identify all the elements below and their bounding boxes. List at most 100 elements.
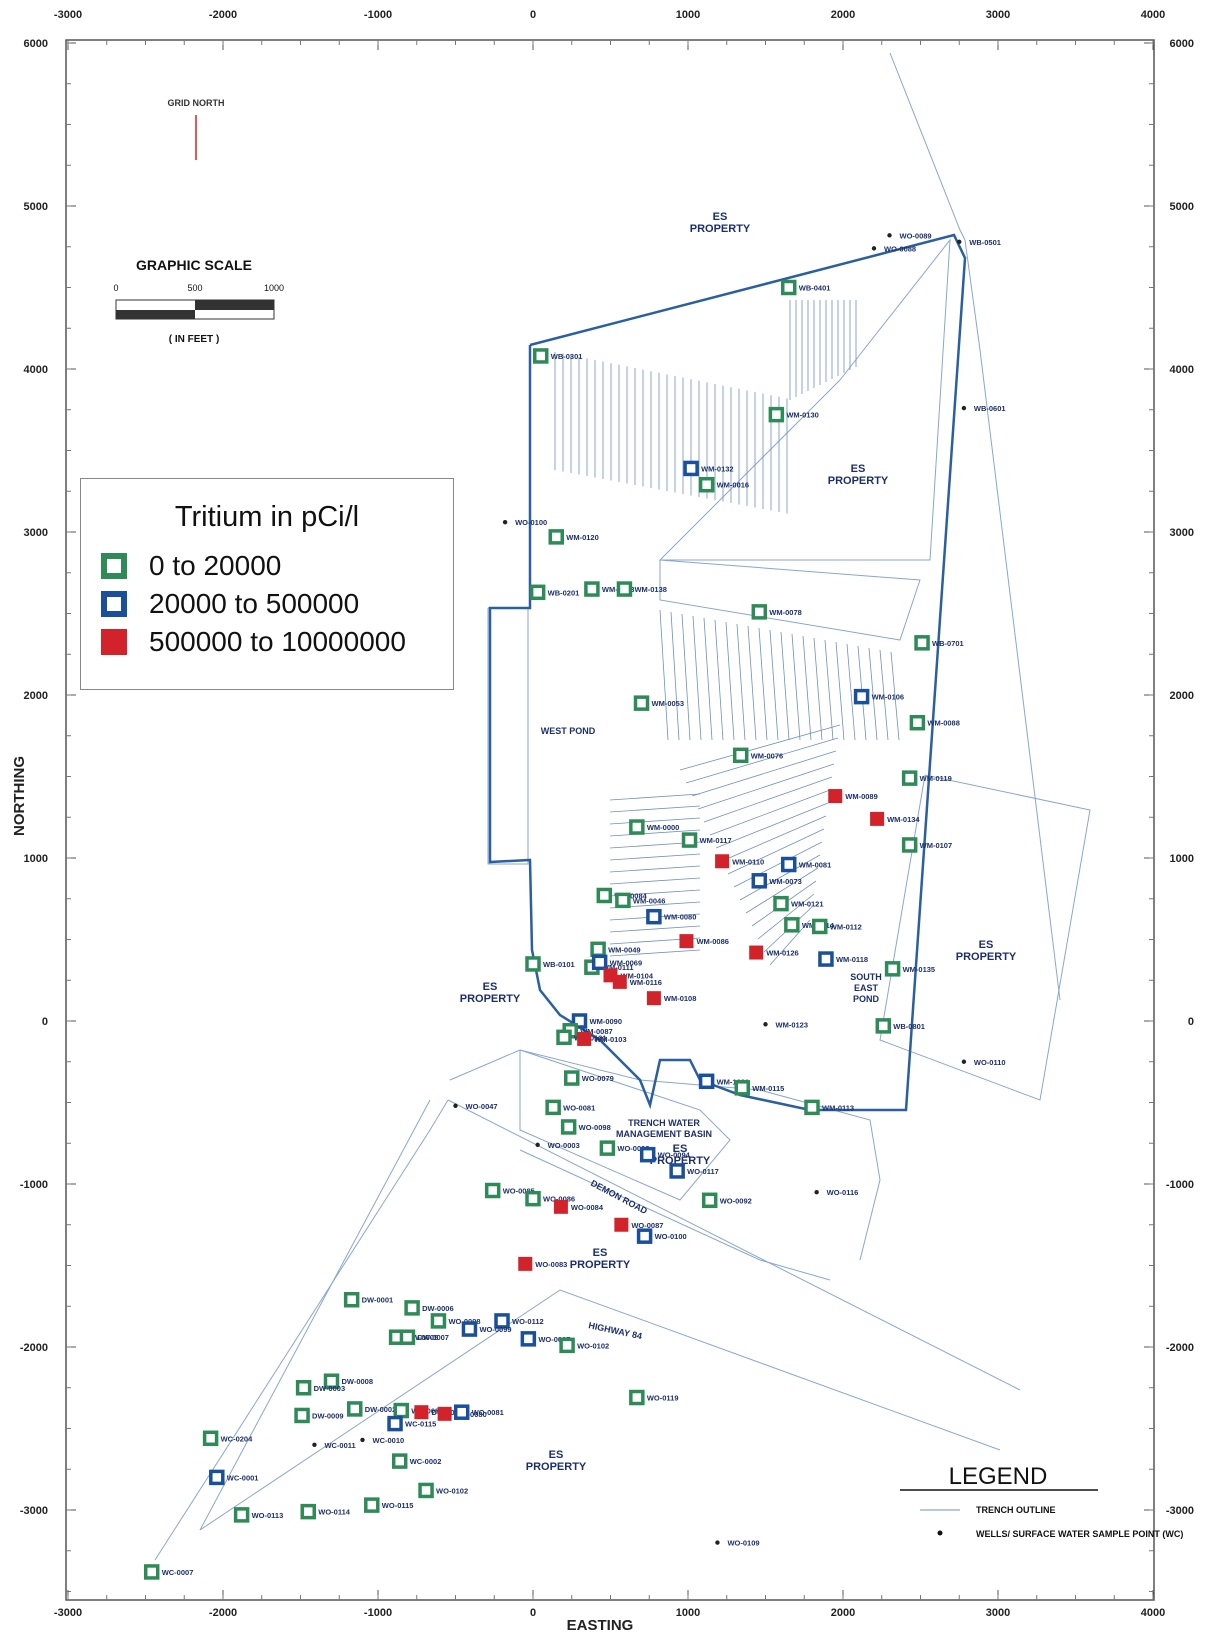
sample-point[interactable]: WO-0080 — [437, 1406, 487, 1421]
sample-point[interactable]: WO-0100 — [502, 518, 547, 527]
sample-point[interactable]: WO-0099 — [461, 1321, 512, 1337]
sample-point[interactable]: DW-0003 — [295, 1380, 346, 1396]
sample-point[interactable]: WO-0084 — [553, 1199, 604, 1214]
sample-point[interactable]: WM-0107 — [901, 837, 953, 853]
sample-point[interactable]: WO-0117 — [669, 1163, 719, 1179]
sample-point[interactable]: WM-0080 — [646, 908, 697, 925]
sample-point[interactable]: DW-0008 — [323, 1373, 374, 1389]
sample-point[interactable]: WM-0135 — [884, 961, 936, 977]
marker-mid — [781, 856, 797, 873]
sample-point[interactable]: WB-0101 — [525, 956, 575, 972]
sample-point[interactable]: WB-0401 — [781, 279, 831, 296]
sample-point[interactable]: WO-0115 — [364, 1497, 414, 1513]
sample-point[interactable]: WO-0112 — [494, 1313, 544, 1329]
sample-point[interactable]: WO-0116 — [814, 1188, 858, 1197]
sample-point[interactable]: WM-0138 — [616, 581, 667, 597]
sample-point[interactable]: WO-0093 — [599, 1140, 650, 1156]
sample-point[interactable]: WB-0701 — [914, 635, 964, 651]
sample-point[interactable]: WO-0047 — [453, 1102, 498, 1111]
sample-point[interactable]: WC-0011 — [312, 1441, 356, 1450]
sample-point[interactable]: WO-0086 — [525, 1190, 575, 1207]
sample-point[interactable]: WB-0501 — [957, 238, 1001, 247]
sample-point[interactable]: WM-0120 — [548, 529, 599, 545]
sample-point[interactable]: WM-1001 — [698, 1073, 750, 1090]
sample-point[interactable]: WM-0123 — [763, 1020, 808, 1029]
sample-point[interactable]: WC-0115 — [387, 1415, 436, 1432]
sample-point[interactable]: WM-0090 — [571, 1013, 623, 1029]
sample-point[interactable]: WO-0081 — [545, 1099, 595, 1116]
sample-point[interactable]: WM-0110 — [715, 854, 764, 869]
y-tick-right: 4000 — [1170, 364, 1194, 376]
sample-point[interactable]: WB-0801 — [875, 1018, 925, 1034]
sample-point[interactable]: WM-0046 — [615, 892, 666, 909]
sample-point[interactable]: WM-0078 — [751, 604, 802, 620]
sample-point[interactable]: WM-0103 — [577, 1031, 627, 1046]
sample-point[interactable]: WM-0112 — [812, 918, 862, 935]
sample-point[interactable]: WO-0102 — [418, 1482, 468, 1499]
sample-point[interactable]: WO-0097 — [520, 1331, 570, 1347]
sample-point[interactable]: WM-0106 — [853, 688, 905, 705]
sample-point[interactable]: DW-0002 — [347, 1401, 397, 1417]
sample-point[interactable]: WC-0010 — [360, 1436, 404, 1445]
sample-point[interactable]: DW-0007 — [399, 1329, 449, 1345]
sample-point[interactable]: WB-0301 — [533, 348, 583, 364]
sample-point[interactable]: WM-0086 — [679, 934, 729, 949]
sample-point[interactable]: WM-0113 — [804, 1099, 854, 1116]
sample-point[interactable]: WO-0119 — [629, 1389, 679, 1406]
sample-point[interactable]: WM-0130 — [768, 406, 819, 423]
marker-low — [773, 895, 789, 912]
sample-point[interactable]: DW-0001 — [343, 1291, 394, 1308]
y-tick-right: 6000 — [1170, 38, 1194, 50]
sample-point[interactable]: WM-0115 — [734, 1080, 784, 1096]
sample-point[interactable]: WM-0116 — [612, 974, 662, 989]
demon-road — [519, 1149, 831, 1281]
sample-point[interactable]: DW-0006 — [404, 1300, 454, 1316]
sample-point[interactable]: WO-0102 — [559, 1337, 609, 1354]
sample-point[interactable]: WO-0087 — [614, 1217, 663, 1232]
sample-point[interactable]: WO-0079 — [564, 1070, 614, 1086]
sample-point[interactable]: WM-0084 — [596, 887, 648, 904]
sample-point[interactable]: WO-0098 — [560, 1119, 611, 1135]
sample-point[interactable]: WO-0081 — [453, 1404, 504, 1420]
sample-point[interactable]: WO-0113 — [233, 1507, 284, 1523]
sample-point[interactable]: WM-0117 — [681, 832, 732, 848]
trench-line-central — [681, 613, 691, 741]
sample-point[interactable]: WC-0204 — [202, 1430, 254, 1447]
sample-point[interactable]: WO-0092 — [701, 1192, 752, 1209]
sample-point[interactable]: WO-0094 — [639, 1146, 691, 1163]
sample-point[interactable]: WM-0089 — [828, 789, 878, 804]
sample-point[interactable]: WM-0000 — [629, 819, 680, 835]
sample-point[interactable]: WB-0201 — [529, 584, 580, 601]
sample-point[interactable]: WO-0088 — [871, 244, 916, 253]
sample-point[interactable]: WM-0132 — [683, 460, 734, 477]
sample-point[interactable]: WM-0049 — [590, 941, 641, 958]
sample-point[interactable]: WM-0126 — [749, 945, 799, 960]
sample-point[interactable]: WC-0002 — [391, 1453, 442, 1469]
sample-point[interactable]: WO-0003 — [535, 1141, 580, 1150]
sample-point[interactable]: WM-0118 — [818, 951, 868, 967]
sample-point[interactable]: WM-0076 — [732, 747, 784, 764]
sample-point[interactable]: WM-0119 — [901, 770, 952, 786]
sample-point[interactable]: WO-0110 — [961, 1058, 1006, 1067]
sample-point[interactable]: WM-0121 — [773, 895, 824, 912]
sample-point[interactable]: WM-0069 — [591, 954, 643, 971]
sample-point[interactable]: WM-0073 — [751, 873, 802, 889]
sample-point[interactable]: WO-0089 — [887, 231, 932, 240]
sample-point[interactable]: WO-0114 — [300, 1503, 351, 1520]
sample-point[interactable]: WO-0100 — [636, 1228, 687, 1244]
sample-point[interactable]: WB-0601 — [961, 404, 1006, 413]
sample-point[interactable]: DW-0009 — [294, 1407, 344, 1424]
sample-point[interactable]: WM-0053 — [633, 695, 685, 711]
sample-point[interactable]: WO-0083 — [518, 1256, 567, 1271]
sample-point[interactable]: WC-0001 — [209, 1469, 259, 1486]
sample-point[interactable]: WO-0109 — [715, 1539, 760, 1548]
sample-point[interactable]: WO-0085 — [484, 1182, 535, 1199]
sample-point[interactable]: WM-0081 — [781, 856, 832, 873]
sample-point[interactable]: WM-0134 — [870, 811, 920, 826]
sample-point[interactable]: WC-0007 — [143, 1564, 194, 1580]
sample-point[interactable]: WM-0016 — [698, 476, 750, 493]
sample-point[interactable]: WM-0088 — [909, 714, 960, 731]
marker-low — [629, 819, 645, 835]
sample-label: WM-0053 — [652, 699, 685, 708]
sample-point[interactable]: WM-0108 — [646, 991, 697, 1006]
